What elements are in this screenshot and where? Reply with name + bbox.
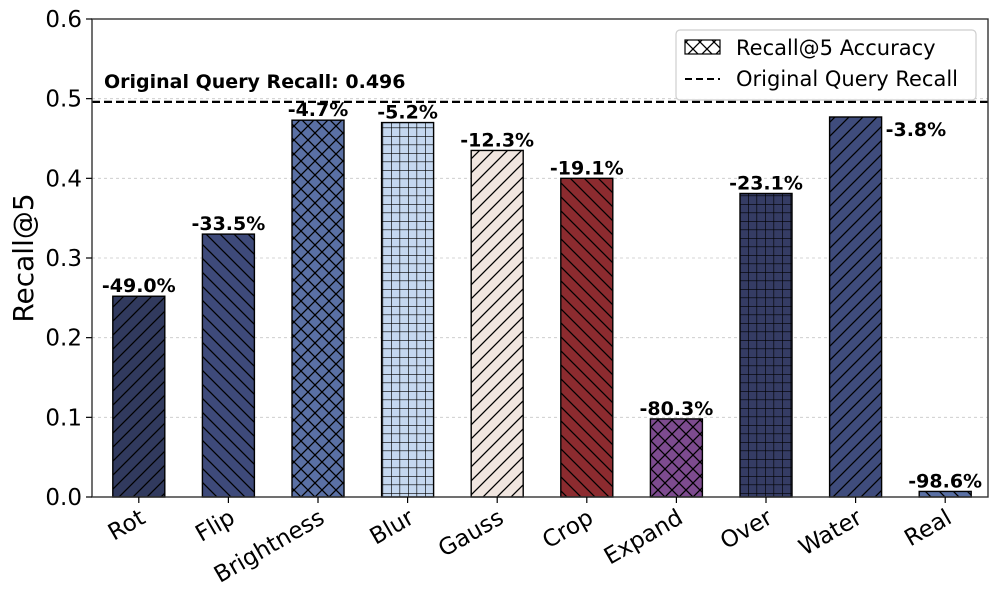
reference-line-annotation: Original Query Recall: 0.496 — [104, 71, 406, 93]
y-tick-label: 0.5 — [45, 87, 82, 113]
x-tick-label-over: Over — [716, 504, 777, 554]
bar-label-real: -98.6% — [908, 470, 982, 492]
y-axis-ticks: 0.0 0.1 0.2 0.3 0.4 0.5 0.6 — [45, 7, 92, 511]
bar-label-crop: -19.1% — [550, 157, 624, 179]
bar-blur — [380, 121, 435, 498]
bars — [112, 116, 972, 498]
bar-label-water: -3.8% — [886, 119, 947, 141]
bar-water — [828, 116, 883, 498]
bar-rot — [112, 295, 166, 498]
y-tick-label: 0.2 — [45, 326, 82, 352]
y-tick-label: 0.1 — [45, 405, 82, 431]
y-axis-label: Recall@5 — [7, 193, 40, 322]
y-tick-label: 0.3 — [45, 246, 82, 272]
x-tick-label-rot: Rot — [104, 505, 150, 547]
x-tick-label-gauss: Gauss — [434, 505, 508, 563]
bar-gauss — [470, 149, 524, 498]
x-tick-label-flip: Flip — [191, 505, 239, 548]
y-tick-label: 0.6 — [45, 7, 82, 33]
bar-crop — [560, 177, 614, 498]
x-tick-label-water: Water — [795, 504, 867, 561]
bar-label-rot: -49.0% — [102, 275, 176, 297]
x-tick-label-crop: Crop — [538, 505, 597, 554]
bar-label-over: -23.1% — [729, 172, 803, 194]
bar-expand — [649, 418, 704, 498]
legend-label-accuracy: Recall@5 Accuracy — [736, 36, 936, 60]
bar-flip — [201, 233, 256, 498]
legend: Recall@5 Accuracy Original Query Recall — [675, 29, 977, 101]
x-tick-label-blur: Blur — [366, 504, 419, 550]
bar-over — [739, 192, 793, 498]
bar-label-flip: -33.5% — [191, 213, 265, 235]
legend-label-original: Original Query Recall — [736, 67, 958, 91]
x-tick-label-real: Real — [900, 505, 956, 552]
y-tick-label: 0.0 — [45, 485, 82, 511]
bar-value-labels: -49.0% -33.5% -4.7% -5.2% -12.3% -19.1% -80.3%… — [102, 99, 982, 492]
bar-brightness — [291, 119, 345, 498]
x-tick-label-expand: Expand — [600, 505, 687, 571]
y-tick-label: 0.4 — [45, 166, 82, 192]
legend-hatch-swatch-icon — [684, 39, 721, 55]
bar-label-blur: -5.2% — [377, 102, 438, 124]
bar-label-expand: -80.3% — [639, 398, 713, 420]
bar-label-gauss: -12.3% — [460, 129, 534, 151]
bar-label-brightness: -4.7% — [288, 99, 349, 121]
